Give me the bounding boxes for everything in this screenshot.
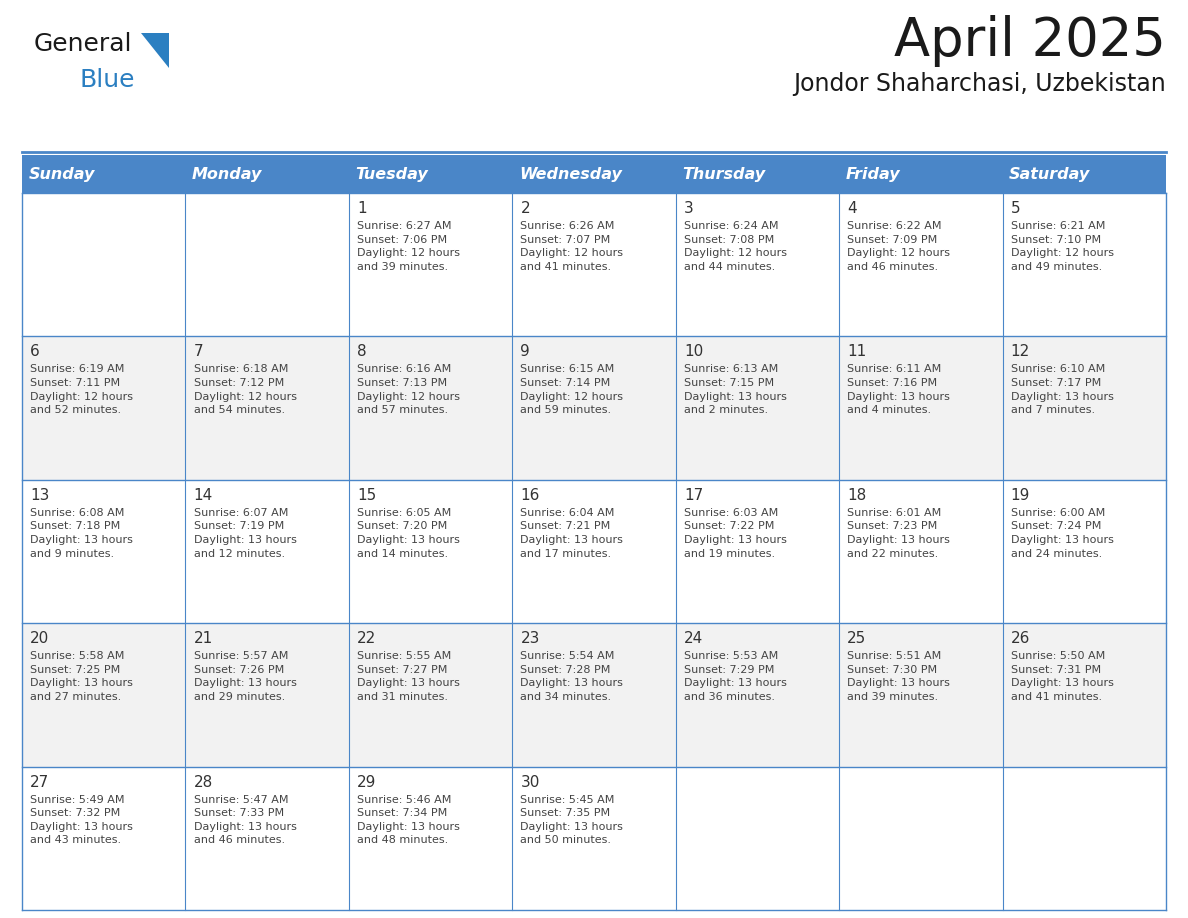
Text: Sunrise: 6:07 AM
Sunset: 7:19 PM
Daylight: 13 hours
and 12 minutes.: Sunrise: 6:07 AM Sunset: 7:19 PM Dayligh…	[194, 508, 297, 558]
Text: Sunrise: 6:18 AM
Sunset: 7:12 PM
Daylight: 12 hours
and 54 minutes.: Sunrise: 6:18 AM Sunset: 7:12 PM Dayligh…	[194, 364, 297, 415]
Bar	[23, 336, 1165, 480]
Text: Sunday: Sunday	[29, 166, 95, 182]
Text: Sunrise: 5:50 AM
Sunset: 7:31 PM
Daylight: 13 hours
and 41 minutes.: Sunrise: 5:50 AM Sunset: 7:31 PM Dayligh…	[1011, 651, 1113, 702]
Text: 5: 5	[1011, 201, 1020, 216]
Text: 18: 18	[847, 487, 866, 503]
Text: Sunrise: 6:19 AM
Sunset: 7:11 PM
Daylight: 12 hours
and 52 minutes.: Sunrise: 6:19 AM Sunset: 7:11 PM Dayligh…	[30, 364, 133, 415]
Text: Tuesday: Tuesday	[355, 166, 428, 182]
Text: 10: 10	[684, 344, 703, 360]
Text: 17: 17	[684, 487, 703, 503]
Text: April 2025: April 2025	[895, 15, 1165, 67]
Text: Sunrise: 6:27 AM
Sunset: 7:06 PM
Daylight: 12 hours
and 39 minutes.: Sunrise: 6:27 AM Sunset: 7:06 PM Dayligh…	[358, 221, 460, 272]
Text: Sunrise: 6:01 AM
Sunset: 7:23 PM
Daylight: 13 hours
and 22 minutes.: Sunrise: 6:01 AM Sunset: 7:23 PM Dayligh…	[847, 508, 950, 558]
Text: Saturday: Saturday	[1009, 166, 1091, 182]
Text: Sunrise: 6:11 AM
Sunset: 7:16 PM
Daylight: 13 hours
and 4 minutes.: Sunrise: 6:11 AM Sunset: 7:16 PM Dayligh…	[847, 364, 950, 415]
Text: Sunrise: 6:05 AM
Sunset: 7:20 PM
Daylight: 13 hours
and 14 minutes.: Sunrise: 6:05 AM Sunset: 7:20 PM Dayligh…	[358, 508, 460, 558]
Text: Sunrise: 6:24 AM
Sunset: 7:08 PM
Daylight: 12 hours
and 44 minutes.: Sunrise: 6:24 AM Sunset: 7:08 PM Dayligh…	[684, 221, 786, 272]
Text: Sunrise: 6:03 AM
Sunset: 7:22 PM
Daylight: 13 hours
and 19 minutes.: Sunrise: 6:03 AM Sunset: 7:22 PM Dayligh…	[684, 508, 786, 558]
Text: Sunrise: 6:16 AM
Sunset: 7:13 PM
Daylight: 12 hours
and 57 minutes.: Sunrise: 6:16 AM Sunset: 7:13 PM Dayligh…	[358, 364, 460, 415]
Text: 15: 15	[358, 487, 377, 503]
Bar	[23, 623, 1165, 767]
Bar	[23, 193, 1165, 336]
Text: 11: 11	[847, 344, 866, 360]
Text: 8: 8	[358, 344, 367, 360]
Text: 27: 27	[30, 775, 50, 789]
Text: Sunrise: 5:57 AM
Sunset: 7:26 PM
Daylight: 13 hours
and 29 minutes.: Sunrise: 5:57 AM Sunset: 7:26 PM Dayligh…	[194, 651, 297, 702]
Text: Sunrise: 5:54 AM
Sunset: 7:28 PM
Daylight: 13 hours
and 34 minutes.: Sunrise: 5:54 AM Sunset: 7:28 PM Dayligh…	[520, 651, 624, 702]
Text: Sunrise: 5:58 AM
Sunset: 7:25 PM
Daylight: 13 hours
and 27 minutes.: Sunrise: 5:58 AM Sunset: 7:25 PM Dayligh…	[30, 651, 133, 702]
Text: 3: 3	[684, 201, 694, 216]
Text: Sunrise: 5:55 AM
Sunset: 7:27 PM
Daylight: 13 hours
and 31 minutes.: Sunrise: 5:55 AM Sunset: 7:27 PM Dayligh…	[358, 651, 460, 702]
Text: Sunrise: 5:46 AM
Sunset: 7:34 PM
Daylight: 13 hours
and 48 minutes.: Sunrise: 5:46 AM Sunset: 7:34 PM Dayligh…	[358, 795, 460, 845]
Bar	[23, 767, 1165, 910]
Text: 2: 2	[520, 201, 530, 216]
Text: 1: 1	[358, 201, 367, 216]
Text: 12: 12	[1011, 344, 1030, 360]
Text: 22: 22	[358, 632, 377, 646]
Text: 13: 13	[30, 487, 50, 503]
Text: Monday: Monday	[192, 166, 263, 182]
Text: Sunrise: 6:22 AM
Sunset: 7:09 PM
Daylight: 12 hours
and 46 minutes.: Sunrise: 6:22 AM Sunset: 7:09 PM Dayligh…	[847, 221, 950, 272]
Bar	[23, 155, 1165, 193]
Text: 6: 6	[30, 344, 40, 360]
Text: Sunrise: 5:47 AM
Sunset: 7:33 PM
Daylight: 13 hours
and 46 minutes.: Sunrise: 5:47 AM Sunset: 7:33 PM Dayligh…	[194, 795, 297, 845]
Bar	[23, 480, 1165, 623]
Text: 19: 19	[1011, 487, 1030, 503]
Text: 4: 4	[847, 201, 857, 216]
Text: 26: 26	[1011, 632, 1030, 646]
Text: Sunrise: 5:51 AM
Sunset: 7:30 PM
Daylight: 13 hours
and 39 minutes.: Sunrise: 5:51 AM Sunset: 7:30 PM Dayligh…	[847, 651, 950, 702]
Polygon shape	[141, 33, 169, 68]
Text: Jondor Shaharchasi, Uzbekistan: Jondor Shaharchasi, Uzbekistan	[794, 72, 1165, 96]
Text: Sunrise: 6:10 AM
Sunset: 7:17 PM
Daylight: 13 hours
and 7 minutes.: Sunrise: 6:10 AM Sunset: 7:17 PM Dayligh…	[1011, 364, 1113, 415]
Text: Blue: Blue	[78, 68, 134, 92]
Text: Friday: Friday	[846, 166, 901, 182]
Text: Sunrise: 5:49 AM
Sunset: 7:32 PM
Daylight: 13 hours
and 43 minutes.: Sunrise: 5:49 AM Sunset: 7:32 PM Dayligh…	[30, 795, 133, 845]
Text: 14: 14	[194, 487, 213, 503]
Text: General: General	[34, 32, 133, 56]
Text: 20: 20	[30, 632, 50, 646]
Text: Sunrise: 5:45 AM
Sunset: 7:35 PM
Daylight: 13 hours
and 50 minutes.: Sunrise: 5:45 AM Sunset: 7:35 PM Dayligh…	[520, 795, 624, 845]
Text: Sunrise: 6:04 AM
Sunset: 7:21 PM
Daylight: 13 hours
and 17 minutes.: Sunrise: 6:04 AM Sunset: 7:21 PM Dayligh…	[520, 508, 624, 558]
Text: 29: 29	[358, 775, 377, 789]
Text: Sunrise: 6:26 AM
Sunset: 7:07 PM
Daylight: 12 hours
and 41 minutes.: Sunrise: 6:26 AM Sunset: 7:07 PM Dayligh…	[520, 221, 624, 272]
Text: 25: 25	[847, 632, 866, 646]
Text: 24: 24	[684, 632, 703, 646]
Text: 30: 30	[520, 775, 539, 789]
Text: 9: 9	[520, 344, 530, 360]
Text: Wednesday: Wednesday	[519, 166, 621, 182]
Text: 16: 16	[520, 487, 539, 503]
Text: Sunrise: 6:00 AM
Sunset: 7:24 PM
Daylight: 13 hours
and 24 minutes.: Sunrise: 6:00 AM Sunset: 7:24 PM Dayligh…	[1011, 508, 1113, 558]
Text: 7: 7	[194, 344, 203, 360]
Text: Sunrise: 6:21 AM
Sunset: 7:10 PM
Daylight: 12 hours
and 49 minutes.: Sunrise: 6:21 AM Sunset: 7:10 PM Dayligh…	[1011, 221, 1113, 272]
Text: 23: 23	[520, 632, 539, 646]
Text: Sunrise: 6:15 AM
Sunset: 7:14 PM
Daylight: 12 hours
and 59 minutes.: Sunrise: 6:15 AM Sunset: 7:14 PM Dayligh…	[520, 364, 624, 415]
Text: 28: 28	[194, 775, 213, 789]
Text: Sunrise: 6:08 AM
Sunset: 7:18 PM
Daylight: 13 hours
and 9 minutes.: Sunrise: 6:08 AM Sunset: 7:18 PM Dayligh…	[30, 508, 133, 558]
Text: Thursday: Thursday	[682, 166, 765, 182]
Text: Sunrise: 5:53 AM
Sunset: 7:29 PM
Daylight: 13 hours
and 36 minutes.: Sunrise: 5:53 AM Sunset: 7:29 PM Dayligh…	[684, 651, 786, 702]
Text: Sunrise: 6:13 AM
Sunset: 7:15 PM
Daylight: 13 hours
and 2 minutes.: Sunrise: 6:13 AM Sunset: 7:15 PM Dayligh…	[684, 364, 786, 415]
Text: 21: 21	[194, 632, 213, 646]
